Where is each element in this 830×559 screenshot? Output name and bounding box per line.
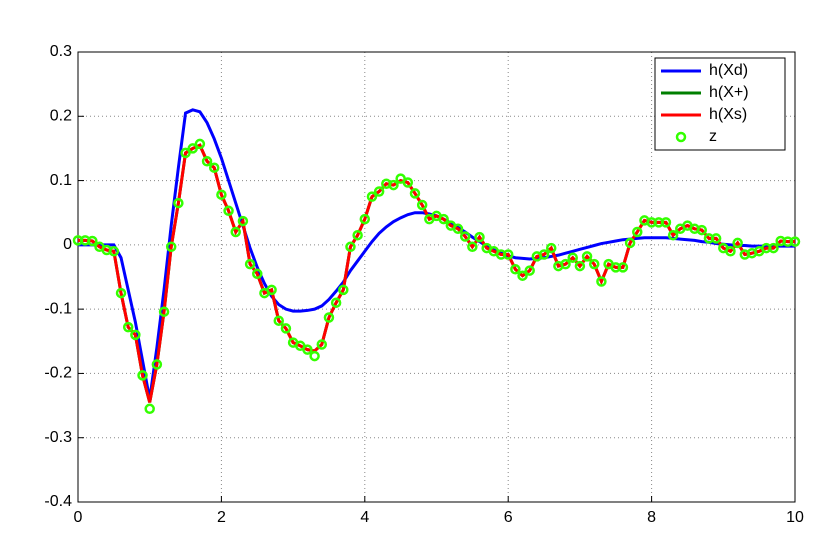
marker (624, 237, 636, 249)
marker (137, 370, 148, 381)
marker (208, 162, 220, 173)
marker (467, 241, 478, 253)
marker (194, 138, 206, 150)
x-tick-label: 6 (504, 509, 513, 526)
marker (187, 143, 198, 154)
marker (216, 189, 227, 200)
marker (201, 156, 213, 167)
marker (323, 312, 335, 323)
marker (237, 215, 249, 227)
legend-label: z (709, 128, 717, 145)
marker (545, 242, 557, 254)
marker (388, 179, 399, 191)
marker (438, 213, 449, 225)
marker (452, 223, 464, 235)
y-tick-label: 0.3 (50, 43, 72, 60)
y-tick-label: -0.2 (44, 365, 72, 382)
marker (144, 403, 155, 415)
axes-box (77, 51, 796, 503)
y-tick-label: -0.3 (44, 429, 72, 446)
marker (302, 344, 313, 355)
marker (273, 315, 285, 326)
marker (789, 236, 801, 247)
marker (581, 251, 593, 262)
marker (373, 186, 385, 197)
x-tick-label: 10 (786, 509, 804, 526)
marker (696, 224, 708, 236)
marker (230, 226, 241, 238)
x-tick-label: 8 (647, 509, 656, 526)
marker (158, 306, 170, 317)
marker (459, 231, 471, 242)
legend-label: h(X+) (709, 84, 749, 101)
marker (130, 329, 141, 341)
marker (524, 265, 535, 276)
marker (366, 191, 378, 202)
marker (538, 249, 550, 260)
y-tick-label: 0.2 (50, 108, 72, 125)
marker (316, 339, 328, 350)
marker (115, 287, 127, 299)
y-tick-label: -0.4 (44, 493, 72, 510)
marker (280, 323, 292, 334)
marker (266, 284, 277, 296)
marker (574, 260, 586, 272)
marker (108, 246, 120, 257)
legend-label: h(Xd) (709, 62, 748, 79)
y-tick-label: -0.1 (44, 300, 72, 317)
x-tick-label: 0 (74, 509, 83, 526)
marker (667, 229, 679, 241)
marker (352, 229, 363, 241)
marker (510, 264, 521, 275)
x-tick-label: 4 (360, 509, 369, 526)
marker (588, 258, 600, 270)
marker (165, 241, 177, 253)
marker (732, 237, 743, 249)
marker (660, 217, 672, 228)
marker (596, 276, 607, 287)
marker (252, 268, 263, 280)
marker (345, 241, 356, 253)
y-tick-label: 0.1 (50, 172, 72, 189)
marker (87, 235, 98, 247)
marker (244, 258, 256, 270)
marker (151, 359, 163, 370)
marker (309, 350, 320, 362)
marker (474, 231, 485, 243)
marker (173, 197, 184, 209)
x-tick-label: 2 (217, 509, 226, 526)
marker (502, 249, 514, 260)
marker (402, 177, 414, 188)
marker (416, 199, 428, 211)
marker (338, 284, 349, 296)
marker (330, 297, 342, 308)
y-tick-label: 0 (63, 236, 72, 253)
marker (359, 213, 371, 225)
legend-marker (675, 131, 687, 143)
marker (725, 246, 736, 257)
marker (517, 270, 528, 281)
marker (632, 226, 643, 238)
marker (768, 242, 779, 254)
legend-label: h(Xs) (709, 106, 747, 123)
marker (180, 147, 191, 159)
marker (560, 258, 571, 270)
marker (122, 321, 134, 333)
marker (409, 188, 421, 199)
marker (567, 252, 578, 263)
marker (617, 262, 629, 273)
marker (223, 205, 234, 217)
marker (710, 233, 722, 244)
